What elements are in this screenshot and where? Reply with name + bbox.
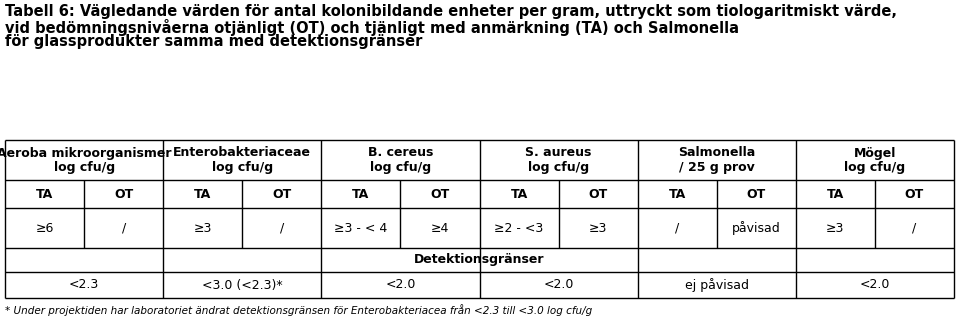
Text: <2.0: <2.0: [544, 279, 573, 291]
Text: log cfu/g: log cfu/g: [528, 161, 589, 175]
Text: / 25 g prov: / 25 g prov: [679, 161, 755, 175]
Text: <3.0 (<2.3)*: <3.0 (<2.3)*: [202, 279, 283, 291]
Text: OT: OT: [431, 187, 450, 201]
Text: <2.0: <2.0: [386, 279, 415, 291]
Text: ≥6: ≥6: [35, 221, 54, 235]
Text: TA: TA: [668, 187, 686, 201]
Text: ≥4: ≥4: [431, 221, 449, 235]
Text: OT: OT: [747, 187, 766, 201]
Text: OT: OT: [589, 187, 608, 201]
Text: ≥3: ≥3: [827, 221, 845, 235]
Text: TA: TA: [827, 187, 844, 201]
Text: * Under projektiden har laboratoriet ändrat detektionsgränsen för Enterobakteria: * Under projektiden har laboratoriet änd…: [5, 304, 593, 316]
Text: Tabell 6: Vägledande värden för antal kolonibildande enheter per gram, uttryckt : Tabell 6: Vägledande värden för antal ko…: [5, 4, 897, 19]
Text: ≥3: ≥3: [194, 221, 212, 235]
Text: Mögel: Mögel: [854, 147, 896, 159]
Text: Salmonella: Salmonella: [678, 147, 756, 159]
Text: log cfu/g: log cfu/g: [844, 161, 905, 175]
Text: log cfu/g: log cfu/g: [54, 161, 115, 175]
Text: ej påvisad: ej påvisad: [685, 278, 749, 292]
Text: TA: TA: [510, 187, 527, 201]
Text: log cfu/g: log cfu/g: [370, 161, 431, 175]
Text: TA: TA: [35, 187, 53, 201]
Text: OT: OT: [905, 187, 924, 201]
Text: S. aureus: S. aureus: [526, 147, 592, 159]
Text: <2.3: <2.3: [69, 279, 99, 291]
Text: /: /: [912, 221, 917, 235]
Text: /: /: [122, 221, 126, 235]
Text: Enterobakteriaceae: Enterobakteriaceae: [174, 147, 312, 159]
Text: ≥3 - < 4: ≥3 - < 4: [335, 221, 387, 235]
Text: log cfu/g: log cfu/g: [212, 161, 272, 175]
Text: ≥3: ≥3: [589, 221, 607, 235]
Text: Detektionsgränser: Detektionsgränser: [414, 253, 545, 267]
Text: vid bedömningsnivåerna otjänligt (OT) och tjänligt med anmärkning (TA) och Salmo: vid bedömningsnivåerna otjänligt (OT) oc…: [5, 19, 739, 36]
Text: Aeroba mikroorganismer: Aeroba mikroorganismer: [0, 147, 172, 159]
Text: <2.0: <2.0: [859, 279, 890, 291]
Text: ≥2 - <3: ≥2 - <3: [495, 221, 544, 235]
Text: B. cereus: B. cereus: [367, 147, 433, 159]
Text: påvisad: påvisad: [732, 221, 781, 235]
Text: TA: TA: [194, 187, 211, 201]
Text: OT: OT: [114, 187, 133, 201]
Text: TA: TA: [352, 187, 369, 201]
Text: OT: OT: [272, 187, 292, 201]
Text: för glassprodukter samma med detektionsgränser: för glassprodukter samma med detektionsg…: [5, 34, 422, 49]
Text: /: /: [675, 221, 679, 235]
Text: /: /: [280, 221, 284, 235]
